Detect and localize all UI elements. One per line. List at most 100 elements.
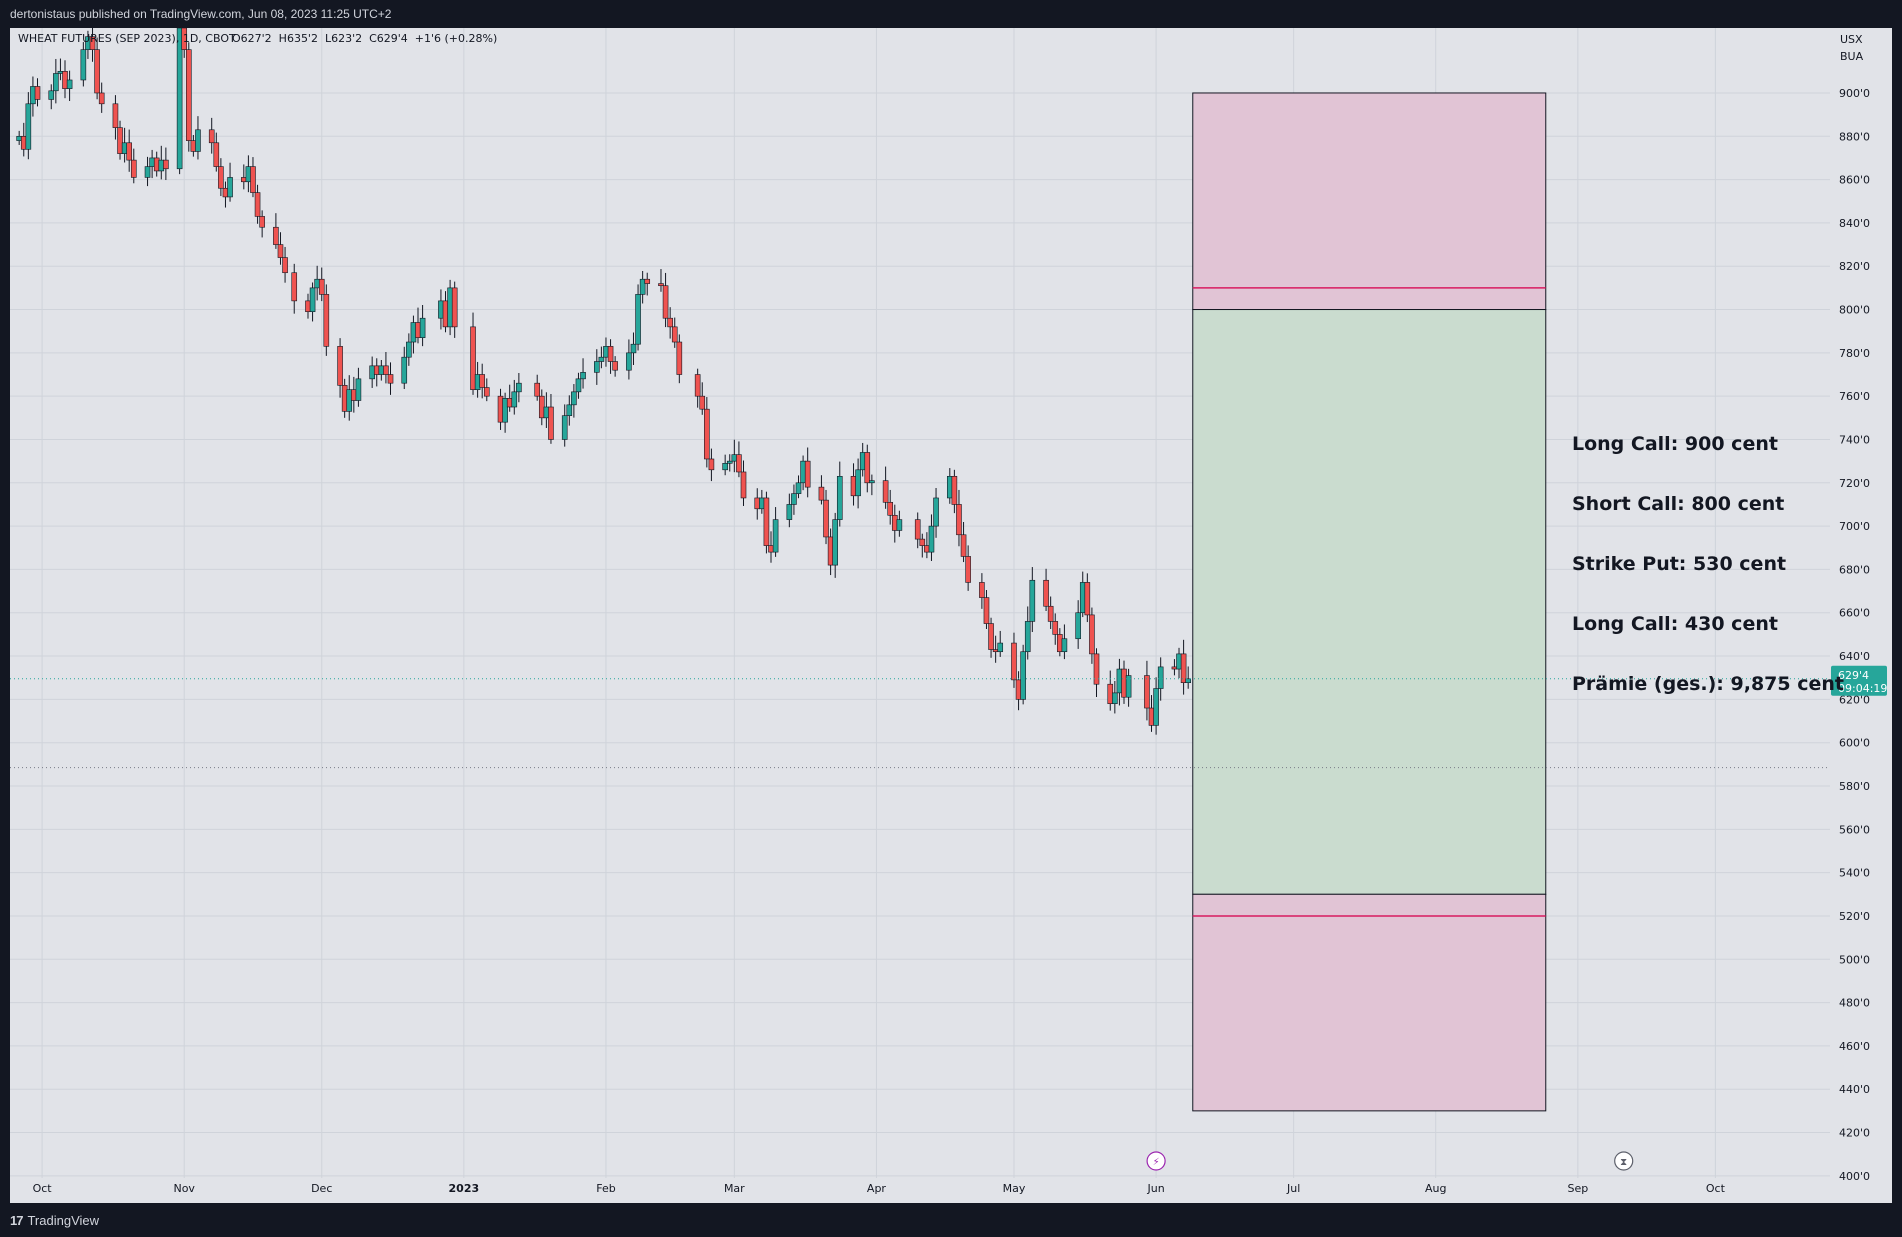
candle-body [736,454,742,473]
expiry-marker-icon [1614,1151,1634,1171]
candle-body [506,398,513,408]
candles [16,28,1191,735]
candle [98,82,105,113]
candle-body [1024,621,1031,653]
bottom-bar: 17 TradingView [0,1203,1902,1237]
candle-body [699,395,706,410]
candle [259,210,265,238]
candle [979,573,985,609]
candle-body [598,356,605,362]
chart-area[interactable]: 900'0 880'0 860'0 840'0 820'0 800'0 780'0 760'0… [10,28,1892,1203]
candle-body [282,257,288,274]
candle [254,184,261,224]
candle [208,117,215,154]
candle [277,232,284,265]
ohlc-values: O627'2 H635'2 L623'2 C629'4 +1'6 (+0.28%… [232,32,497,45]
candle [658,269,664,292]
candle-body [369,365,375,380]
candle-body [442,300,449,328]
candle [676,334,683,384]
candle-body [158,159,165,172]
currency-text: USX [1840,33,1863,46]
y-tick-label: 460'0 [1839,1040,1870,1053]
x-tick-label: Nov [173,1182,195,1195]
candle-body [914,519,921,540]
candle-body [305,300,311,313]
candle-body [1084,582,1091,616]
candle-body [635,294,641,345]
candle-body [511,391,518,408]
dividend-marker-icon [1146,1151,1166,1171]
candle [1084,573,1091,623]
time-axis[interactable]: Oct Nov Dec 2023 Feb Mar Apr May Jun Jul Aug Sep Oct… [33,1151,1726,1195]
y-tick-label: 400'0 [1839,1170,1870,1183]
candle-body [346,389,353,412]
candle-body [887,501,894,516]
candle [89,28,96,62]
candle-body [534,382,541,397]
price-axis[interactable]: 900'0 880'0 860'0 840'0 820'0 800'0 780'0 760'0… [1831,87,1887,1183]
candle [635,284,641,351]
candle-body [1079,582,1086,614]
candle-body [1061,638,1068,653]
candle [1029,567,1036,633]
candle-body [1180,653,1187,683]
candle [447,279,453,336]
unit-text: BUA [1840,50,1864,63]
candle-body [543,406,550,419]
candle-body [869,480,875,484]
candle [887,489,894,525]
x-tick-label: Oct [1706,1182,1726,1195]
candle-body [66,79,73,89]
candle-body [273,226,279,245]
candle [988,617,994,658]
y-tick-label: 500'0 [1839,953,1870,966]
candle-body [662,285,669,319]
candle-body [62,71,68,89]
candle [112,95,119,140]
annotation-text: Strike Put: 530 cent [1572,553,1786,575]
x-tick-label: 2023 [449,1182,480,1195]
candle-body [1116,668,1123,694]
candle [1157,657,1164,701]
candle [1185,666,1191,689]
y-tick-label: 740'0 [1839,433,1870,446]
candle [479,363,485,399]
candle [502,392,508,433]
candle [401,346,408,390]
candle [726,454,733,472]
candle-body [112,103,119,128]
candle [598,346,605,369]
candle [483,378,490,402]
candle [795,475,802,499]
candle-body [667,317,673,328]
lower-loss-zone [1192,893,1547,1112]
y-tick-label: 820'0 [1839,260,1870,273]
candle-body [850,476,857,497]
candle [607,339,614,374]
candle [804,447,811,498]
tradingview-logo[interactable]: 17 TradingView [10,1213,99,1228]
candle-body [415,322,421,338]
candle [836,461,843,527]
candle [956,489,962,547]
candle [94,37,100,100]
candle-body [378,365,385,375]
candle-body [323,294,330,347]
candle [882,466,889,509]
candle-body [470,326,476,390]
candle [928,514,935,561]
candle-body [383,365,389,375]
candle-body [451,287,458,328]
candle-body [704,408,710,460]
publisher-line: dertonistaus published on TradingView.co… [10,7,392,21]
candle-body [483,387,490,397]
candle-body [997,642,1004,653]
candle-body [992,649,999,653]
candle-body [474,374,481,390]
candle-body [946,476,953,499]
candle [786,493,793,528]
candle [594,349,600,385]
candle [855,458,861,509]
candle-body [401,356,408,384]
